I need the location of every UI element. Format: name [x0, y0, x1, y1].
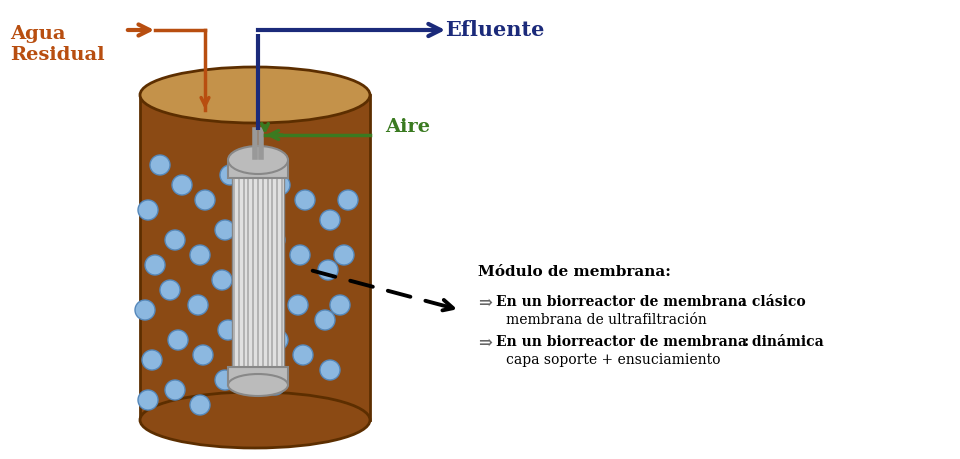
- Ellipse shape: [228, 374, 288, 396]
- Circle shape: [334, 245, 354, 265]
- Circle shape: [315, 310, 335, 330]
- Ellipse shape: [140, 392, 370, 448]
- Bar: [228, 160, 288, 178]
- Text: ⇒: ⇒: [478, 295, 492, 312]
- Circle shape: [165, 380, 185, 400]
- Text: Efluente: Efluente: [445, 20, 544, 40]
- Circle shape: [215, 220, 235, 240]
- Circle shape: [138, 390, 158, 410]
- Circle shape: [265, 230, 285, 250]
- Circle shape: [220, 165, 240, 185]
- Circle shape: [188, 295, 208, 315]
- Circle shape: [262, 280, 282, 300]
- Circle shape: [270, 175, 290, 195]
- Circle shape: [142, 350, 162, 370]
- Circle shape: [320, 360, 340, 380]
- Circle shape: [320, 210, 340, 230]
- Circle shape: [195, 190, 215, 210]
- Text: En un biorreactor de membrana dinámica: En un biorreactor de membrana dinámica: [496, 335, 824, 349]
- Text: ⇒: ⇒: [478, 335, 492, 352]
- Text: Agua
Residual: Agua Residual: [10, 25, 105, 64]
- Circle shape: [190, 245, 210, 265]
- Circle shape: [265, 375, 285, 395]
- Circle shape: [268, 330, 288, 350]
- Ellipse shape: [140, 67, 370, 123]
- Circle shape: [190, 395, 210, 415]
- Text: :: :: [744, 335, 749, 349]
- Circle shape: [168, 330, 188, 350]
- Circle shape: [135, 300, 155, 320]
- Text: Aire: Aire: [385, 118, 430, 136]
- Circle shape: [338, 190, 358, 210]
- Bar: [140, 95, 370, 420]
- Circle shape: [193, 345, 213, 365]
- Text: En un biorreactor de membrana clásico: En un biorreactor de membrana clásico: [496, 295, 805, 309]
- Circle shape: [150, 155, 170, 175]
- Circle shape: [215, 370, 235, 390]
- Circle shape: [172, 175, 192, 195]
- Circle shape: [293, 345, 313, 365]
- Circle shape: [318, 260, 338, 280]
- Circle shape: [288, 295, 308, 315]
- Text: capa soporte + ensuciamiento: capa soporte + ensuciamiento: [506, 353, 721, 367]
- Ellipse shape: [228, 146, 288, 174]
- Circle shape: [165, 230, 185, 250]
- Circle shape: [145, 255, 165, 275]
- Circle shape: [330, 295, 350, 315]
- Circle shape: [160, 280, 180, 300]
- Bar: [232, 170, 284, 375]
- Text: :: :: [741, 295, 746, 309]
- Circle shape: [295, 190, 315, 210]
- Circle shape: [138, 200, 158, 220]
- Circle shape: [212, 270, 232, 290]
- Text: Módulo de membrana:: Módulo de membrana:: [478, 265, 671, 279]
- Text: membrana de ultrafiltración: membrana de ultrafiltración: [506, 313, 707, 327]
- Bar: [228, 367, 288, 385]
- Circle shape: [218, 320, 238, 340]
- Circle shape: [290, 245, 310, 265]
